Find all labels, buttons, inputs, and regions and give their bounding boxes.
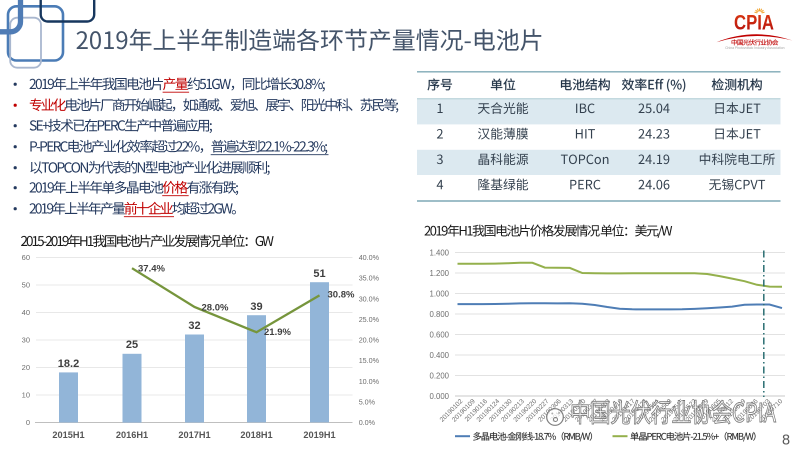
- svg-text:60: 60: [22, 253, 30, 262]
- svg-text:0.200: 0.200: [429, 372, 449, 381]
- svg-text:25.0%: 25.0%: [359, 315, 380, 324]
- svg-text:39: 39: [250, 301, 262, 313]
- svg-text:0.800: 0.800: [429, 310, 449, 319]
- svg-text:40: 40: [22, 308, 30, 317]
- svg-text:51: 51: [313, 268, 325, 280]
- svg-text:28.0%: 28.0%: [202, 303, 229, 314]
- svg-text:40.0%: 40.0%: [359, 253, 380, 262]
- svg-text:0.000: 0.000: [429, 392, 449, 401]
- svg-text:10: 10: [22, 391, 30, 400]
- svg-text:0.400: 0.400: [429, 351, 449, 360]
- svg-text:2018H1: 2018H1: [240, 430, 272, 440]
- svg-text:21.9%: 21.9%: [264, 327, 291, 338]
- svg-text:5.0%: 5.0%: [359, 398, 376, 407]
- svg-text:18.2: 18.2: [58, 358, 79, 370]
- svg-text:30.0%: 30.0%: [359, 294, 380, 303]
- svg-text:1.200: 1.200: [429, 269, 449, 278]
- svg-text:20.0%: 20.0%: [359, 336, 380, 345]
- svg-text:35.0%: 35.0%: [359, 274, 380, 283]
- svg-text:30.8%: 30.8%: [328, 290, 355, 301]
- svg-text:32: 32: [188, 320, 200, 332]
- svg-text:15.0%: 15.0%: [359, 356, 380, 365]
- svg-text:CPIA: CPIA: [734, 11, 774, 34]
- svg-text:10.0%: 10.0%: [359, 377, 380, 386]
- svg-text:2019H1: 2019H1: [303, 430, 335, 440]
- svg-text:0.0%: 0.0%: [359, 418, 376, 427]
- svg-text:0: 0: [26, 418, 30, 427]
- svg-text:50: 50: [22, 281, 30, 290]
- svg-text:2017H1: 2017H1: [178, 430, 210, 440]
- svg-text:China Photovoltaic Industry As: China Photovoltaic Industry Association: [725, 46, 784, 50]
- svg-text:37.4%: 37.4%: [138, 264, 165, 275]
- svg-text:2015H1: 2015H1: [52, 430, 84, 440]
- svg-text:2016H1: 2016H1: [116, 430, 148, 440]
- svg-text:20: 20: [22, 363, 30, 372]
- svg-text:1.000: 1.000: [429, 290, 449, 299]
- svg-text:8: 8: [782, 433, 790, 449]
- svg-text:0.600: 0.600: [429, 331, 449, 340]
- svg-text:1.400: 1.400: [429, 249, 449, 258]
- svg-text:25: 25: [126, 339, 138, 351]
- svg-text:30: 30: [22, 336, 30, 345]
